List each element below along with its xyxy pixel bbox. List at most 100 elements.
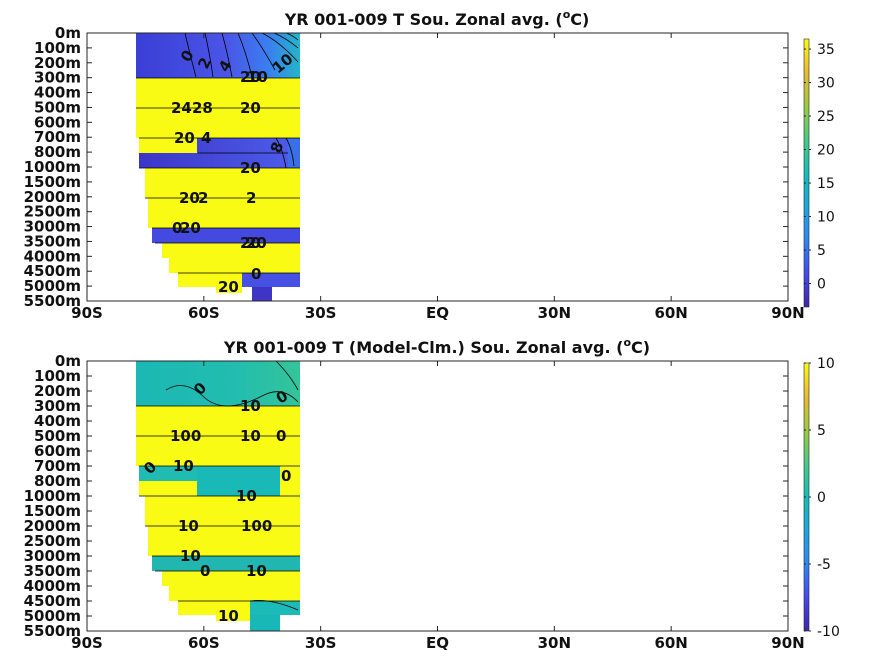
contour-label: 0 xyxy=(200,562,210,580)
colorbar-tick-label: 10 xyxy=(817,210,835,226)
colorbar-tick-label: 20 xyxy=(817,143,835,159)
contour-label: 10 xyxy=(240,427,261,445)
y-tick-label: 300m xyxy=(34,69,81,87)
colorbar-tick-label: 15 xyxy=(817,176,835,192)
field-shallow xyxy=(136,361,300,406)
field-band-4 xyxy=(155,243,300,273)
y-tick-label: 3500m xyxy=(24,232,81,250)
panel-2-y-axis: 0m100m200m300m400m500m600m700m800m1000m1… xyxy=(24,352,788,640)
field-band-6 xyxy=(216,287,242,293)
topo-mask xyxy=(155,273,178,287)
x-tick-label: 90N xyxy=(771,304,804,322)
y-tick-label: 1500m xyxy=(24,502,81,520)
colorbar-tick-label: -5 xyxy=(817,557,831,573)
panel-1-title: YR 001-009 T Sou. Zonal avg. (oC) xyxy=(284,8,590,29)
x-tick-label: EQ xyxy=(426,634,449,652)
y-tick-label: 5000m xyxy=(24,607,81,625)
x-tick-label: 60N xyxy=(654,304,687,322)
topo-mask xyxy=(139,243,162,258)
x-tick-label: 90S xyxy=(71,634,103,652)
contour-label: 20 xyxy=(240,234,261,252)
y-tick-label: 100m xyxy=(34,367,81,385)
contour-label: 10 xyxy=(240,397,261,415)
x-tick-label: 60N xyxy=(654,634,687,652)
contour-label: 4 xyxy=(201,129,211,147)
y-tick-label: 3500m xyxy=(24,562,81,580)
colorbar-tick-label: 0 xyxy=(817,277,826,293)
y-tick-label: 600m xyxy=(34,442,81,460)
colorbar-tick-label: 5 xyxy=(817,243,826,259)
field-band-6 xyxy=(216,615,250,621)
topo-mask xyxy=(139,496,145,526)
contour-label: 10 xyxy=(246,562,267,580)
y-tick-label: 500m xyxy=(34,427,81,445)
y-tick-label: 3000m xyxy=(24,218,81,236)
topo-mask xyxy=(139,571,162,586)
contour-label: 2 xyxy=(246,189,256,207)
panel-2-colorbar-ticks: 10 5 0 -5 -10 xyxy=(804,356,840,640)
contour-label: 10 xyxy=(247,68,268,86)
y-tick-label: 2000m xyxy=(24,188,81,206)
contour-label: 20 xyxy=(179,189,200,207)
y-tick-label: 800m xyxy=(34,143,81,161)
field-trench xyxy=(250,615,280,631)
topo-mask xyxy=(139,198,148,243)
contour-label: 20 xyxy=(246,234,267,252)
y-tick-label: 4500m xyxy=(24,592,81,610)
contour-label: 2 xyxy=(198,189,208,207)
y-tick-label: 500m xyxy=(34,98,81,116)
panel-1-colorbar-ticks: 35 30 25 20 15 10 5 0 xyxy=(804,42,835,293)
panel-1: YR 001-009 T Sou. Zonal avg. (oC) xyxy=(24,8,835,322)
contour-label: 10 xyxy=(236,487,257,505)
y-tick-label: 2500m xyxy=(24,203,81,221)
x-tick-label: 30S xyxy=(305,634,337,652)
y-tick-label: 2000m xyxy=(24,517,81,535)
y-tick-label: 0m xyxy=(55,352,81,370)
y-tick-label: 800m xyxy=(34,472,81,490)
colorbar-tick-label: 5 xyxy=(817,423,826,439)
x-tick-label: 30S xyxy=(305,304,337,322)
topo-mask xyxy=(178,615,216,621)
y-tick-label: 0m xyxy=(55,24,81,42)
contour-label: 10 xyxy=(178,517,199,535)
y-tick-label: 5500m xyxy=(24,622,81,640)
field-band-5 xyxy=(178,273,242,287)
contour-label: 24 xyxy=(171,99,192,117)
x-tick-label: 90S xyxy=(71,304,103,322)
contour-label: 20 xyxy=(240,68,261,86)
y-tick-label: 300m xyxy=(34,397,81,415)
x-tick-label: 60S xyxy=(188,304,220,322)
topo-mask xyxy=(155,601,178,615)
contour-label: 100 xyxy=(170,427,201,445)
y-tick-label: 2500m xyxy=(24,532,81,550)
field-mid-3 xyxy=(250,601,300,615)
contour-label: 0 xyxy=(281,467,291,485)
contour-label: 10 xyxy=(180,547,201,565)
y-tick-label: 5500m xyxy=(24,292,81,310)
colorbar-tick-label: 25 xyxy=(817,109,835,125)
contour-label: 20 xyxy=(218,278,239,296)
contour-label: 100 xyxy=(241,517,272,535)
y-tick-label: 400m xyxy=(34,84,81,102)
panel-2-contours xyxy=(136,360,300,611)
field-band-edge xyxy=(280,466,300,496)
colorbar-tick-label: 30 xyxy=(817,76,835,92)
panel-2: YR 001-009 T (Model-Clm.) Sou. Zonal avg… xyxy=(24,336,840,652)
topo-mask xyxy=(178,287,216,293)
contour-label: 20 xyxy=(174,129,195,147)
y-tick-label: 4000m xyxy=(24,247,81,265)
y-tick-label: 200m xyxy=(34,382,81,400)
y-tick-label: 200m xyxy=(34,54,81,72)
x-tick-label: EQ xyxy=(426,304,449,322)
panel-1-colorbar xyxy=(803,38,810,308)
contour-label: 0 xyxy=(172,219,182,237)
field-band-5 xyxy=(178,601,250,615)
contour-label: 20 xyxy=(240,159,261,177)
contour-label: 0 xyxy=(251,265,261,283)
panel-2-title: YR 001-009 T (Model-Clm.) Sou. Zonal avg… xyxy=(223,336,650,357)
y-tick-label: 600m xyxy=(34,113,81,131)
y-tick-label: 4500m xyxy=(24,262,81,280)
colorbar-tick-label: -10 xyxy=(817,624,840,640)
y-tick-label: 100m xyxy=(34,39,81,57)
